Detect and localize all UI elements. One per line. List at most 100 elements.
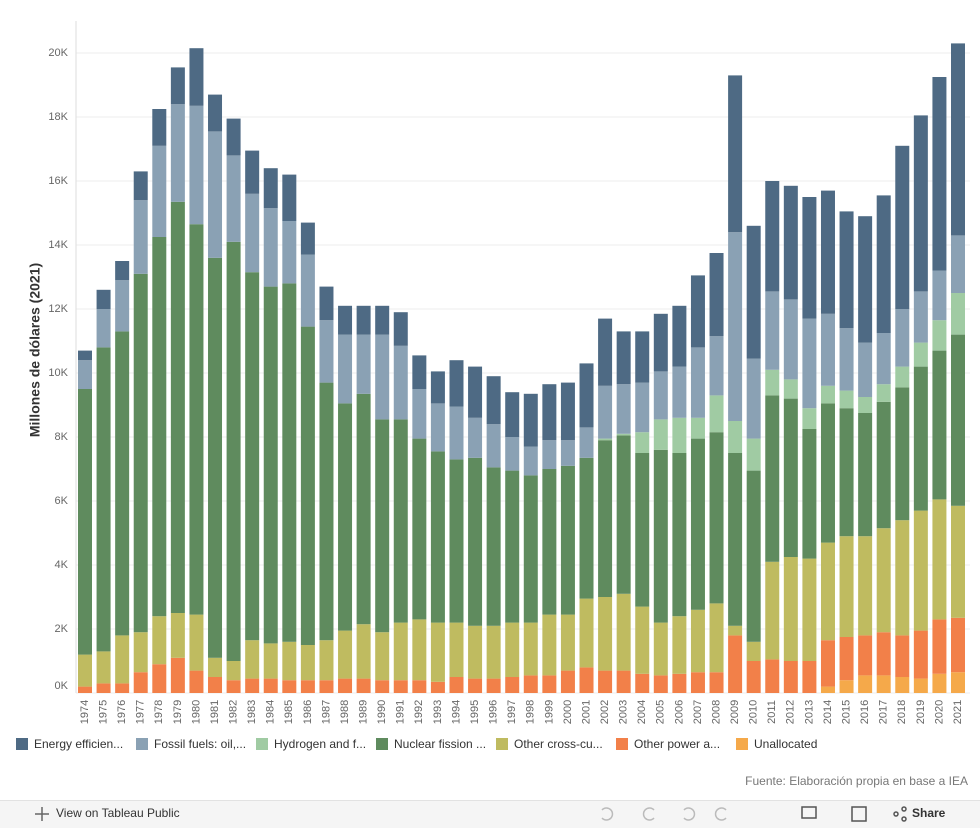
y-axis-title: Millones de dólares (2021) [27, 263, 43, 437]
bar-segment [616, 433, 631, 436]
bar-segment [449, 622, 464, 677]
x-tick-label: 2000 [562, 700, 574, 724]
bar-segment [208, 94, 223, 132]
bar-segment [802, 197, 817, 319]
bar-segment [170, 657, 185, 693]
bar-segment [245, 678, 260, 693]
bar-segment [895, 677, 910, 693]
bar-segment [152, 109, 167, 146]
view-link[interactable]: View on Tableau Public [56, 806, 180, 820]
bar-segment [932, 619, 947, 674]
bar-segment [746, 661, 761, 693]
bar-segment [839, 408, 854, 537]
bar-segment [189, 614, 204, 671]
bar-segment [635, 382, 650, 433]
legend-label: Other power a... [634, 737, 720, 751]
bar-segment [783, 185, 798, 300]
bar-segment [802, 408, 817, 429]
bar-segment [616, 435, 631, 594]
x-tick-label: 2005 [655, 700, 667, 724]
bar-segment [672, 673, 687, 693]
bar-segment [189, 670, 204, 693]
x-tick-label: 2012 [785, 700, 797, 724]
legend-label: Other cross-cu... [514, 737, 603, 751]
bar-segment [300, 680, 315, 693]
bar-segment [653, 371, 668, 420]
bar-segment [876, 195, 891, 333]
bar-segment [505, 392, 520, 437]
toolbar-svg: View on Tableau Public Share [35, 806, 946, 822]
bar-segment [635, 453, 650, 607]
share-button[interactable]: Share [912, 806, 946, 820]
bar-segment [133, 200, 148, 274]
bar-segment [338, 403, 353, 631]
y-tick-label: 2K [55, 623, 69, 635]
legend-swatch [376, 738, 388, 750]
bar-segment [895, 309, 910, 367]
x-tick-label: 2010 [748, 700, 760, 724]
bar-segment [115, 261, 130, 281]
x-tick-label: 1975 [97, 700, 109, 724]
bar-segment [412, 438, 427, 620]
bar-segment [300, 254, 315, 327]
bar-segment [152, 145, 167, 237]
bar-segment [282, 680, 297, 693]
bar-segment [765, 369, 780, 396]
bar-segment [932, 499, 947, 620]
x-tick-label: 1978 [153, 700, 165, 724]
bar-segment [560, 614, 575, 671]
bar-segment [263, 168, 278, 209]
bar-segment [356, 393, 371, 625]
bar-segment [690, 347, 705, 418]
bar-segment [858, 536, 873, 636]
bar-segment [430, 622, 445, 682]
bar-segment [486, 376, 501, 425]
bar-segment [820, 385, 835, 404]
bar-segment [523, 675, 538, 693]
bar-segment [486, 678, 501, 693]
bar-segment [728, 75, 743, 233]
bar-segment [245, 193, 260, 273]
x-tick-label: 2014 [822, 700, 834, 724]
x-tick-label: 2003 [618, 700, 630, 724]
bar-segment [913, 115, 928, 292]
bar-segment [579, 457, 594, 599]
bar-segment [616, 670, 631, 693]
bar-segment [579, 427, 594, 458]
x-tick-label: 1990 [376, 700, 388, 724]
bar-segment [858, 342, 873, 397]
bar-segment [932, 320, 947, 351]
bar-segment [542, 440, 557, 469]
bar-segment [96, 347, 111, 652]
bar-segment [505, 677, 520, 693]
x-tick-label: 1988 [339, 700, 351, 724]
bar-segment [709, 336, 724, 396]
bar-segment [951, 334, 965, 506]
y-tick-label: 12K [48, 303, 68, 315]
bar-segment [375, 305, 390, 335]
bar-segment [672, 453, 687, 617]
bar-segment [282, 174, 297, 221]
bar-segment [746, 358, 761, 439]
bar-segment [802, 429, 817, 559]
bar-segment [876, 528, 891, 633]
x-tick-label: 2004 [636, 700, 648, 724]
bar-segment [913, 678, 928, 693]
x-tick-label: 2011 [766, 700, 778, 724]
bar-segment [338, 678, 353, 693]
bar-segment [96, 651, 111, 684]
bar-segment [802, 558, 817, 661]
bar-segment [300, 222, 315, 255]
legend-label: Energy efficien... [34, 737, 123, 751]
bar-segment [820, 403, 835, 543]
bar-segment [598, 440, 613, 597]
bar-segment [653, 419, 668, 450]
bar-segment [226, 661, 241, 681]
bar-segment [486, 424, 501, 468]
chart: Millones de dólares (2021) Fuente: Elabo… [16, 21, 970, 788]
bar-segment [375, 680, 390, 693]
bar-segment [133, 171, 148, 201]
bar-segment [858, 635, 873, 676]
bar-segment [208, 657, 223, 677]
x-tick-label: 1986 [302, 700, 314, 724]
